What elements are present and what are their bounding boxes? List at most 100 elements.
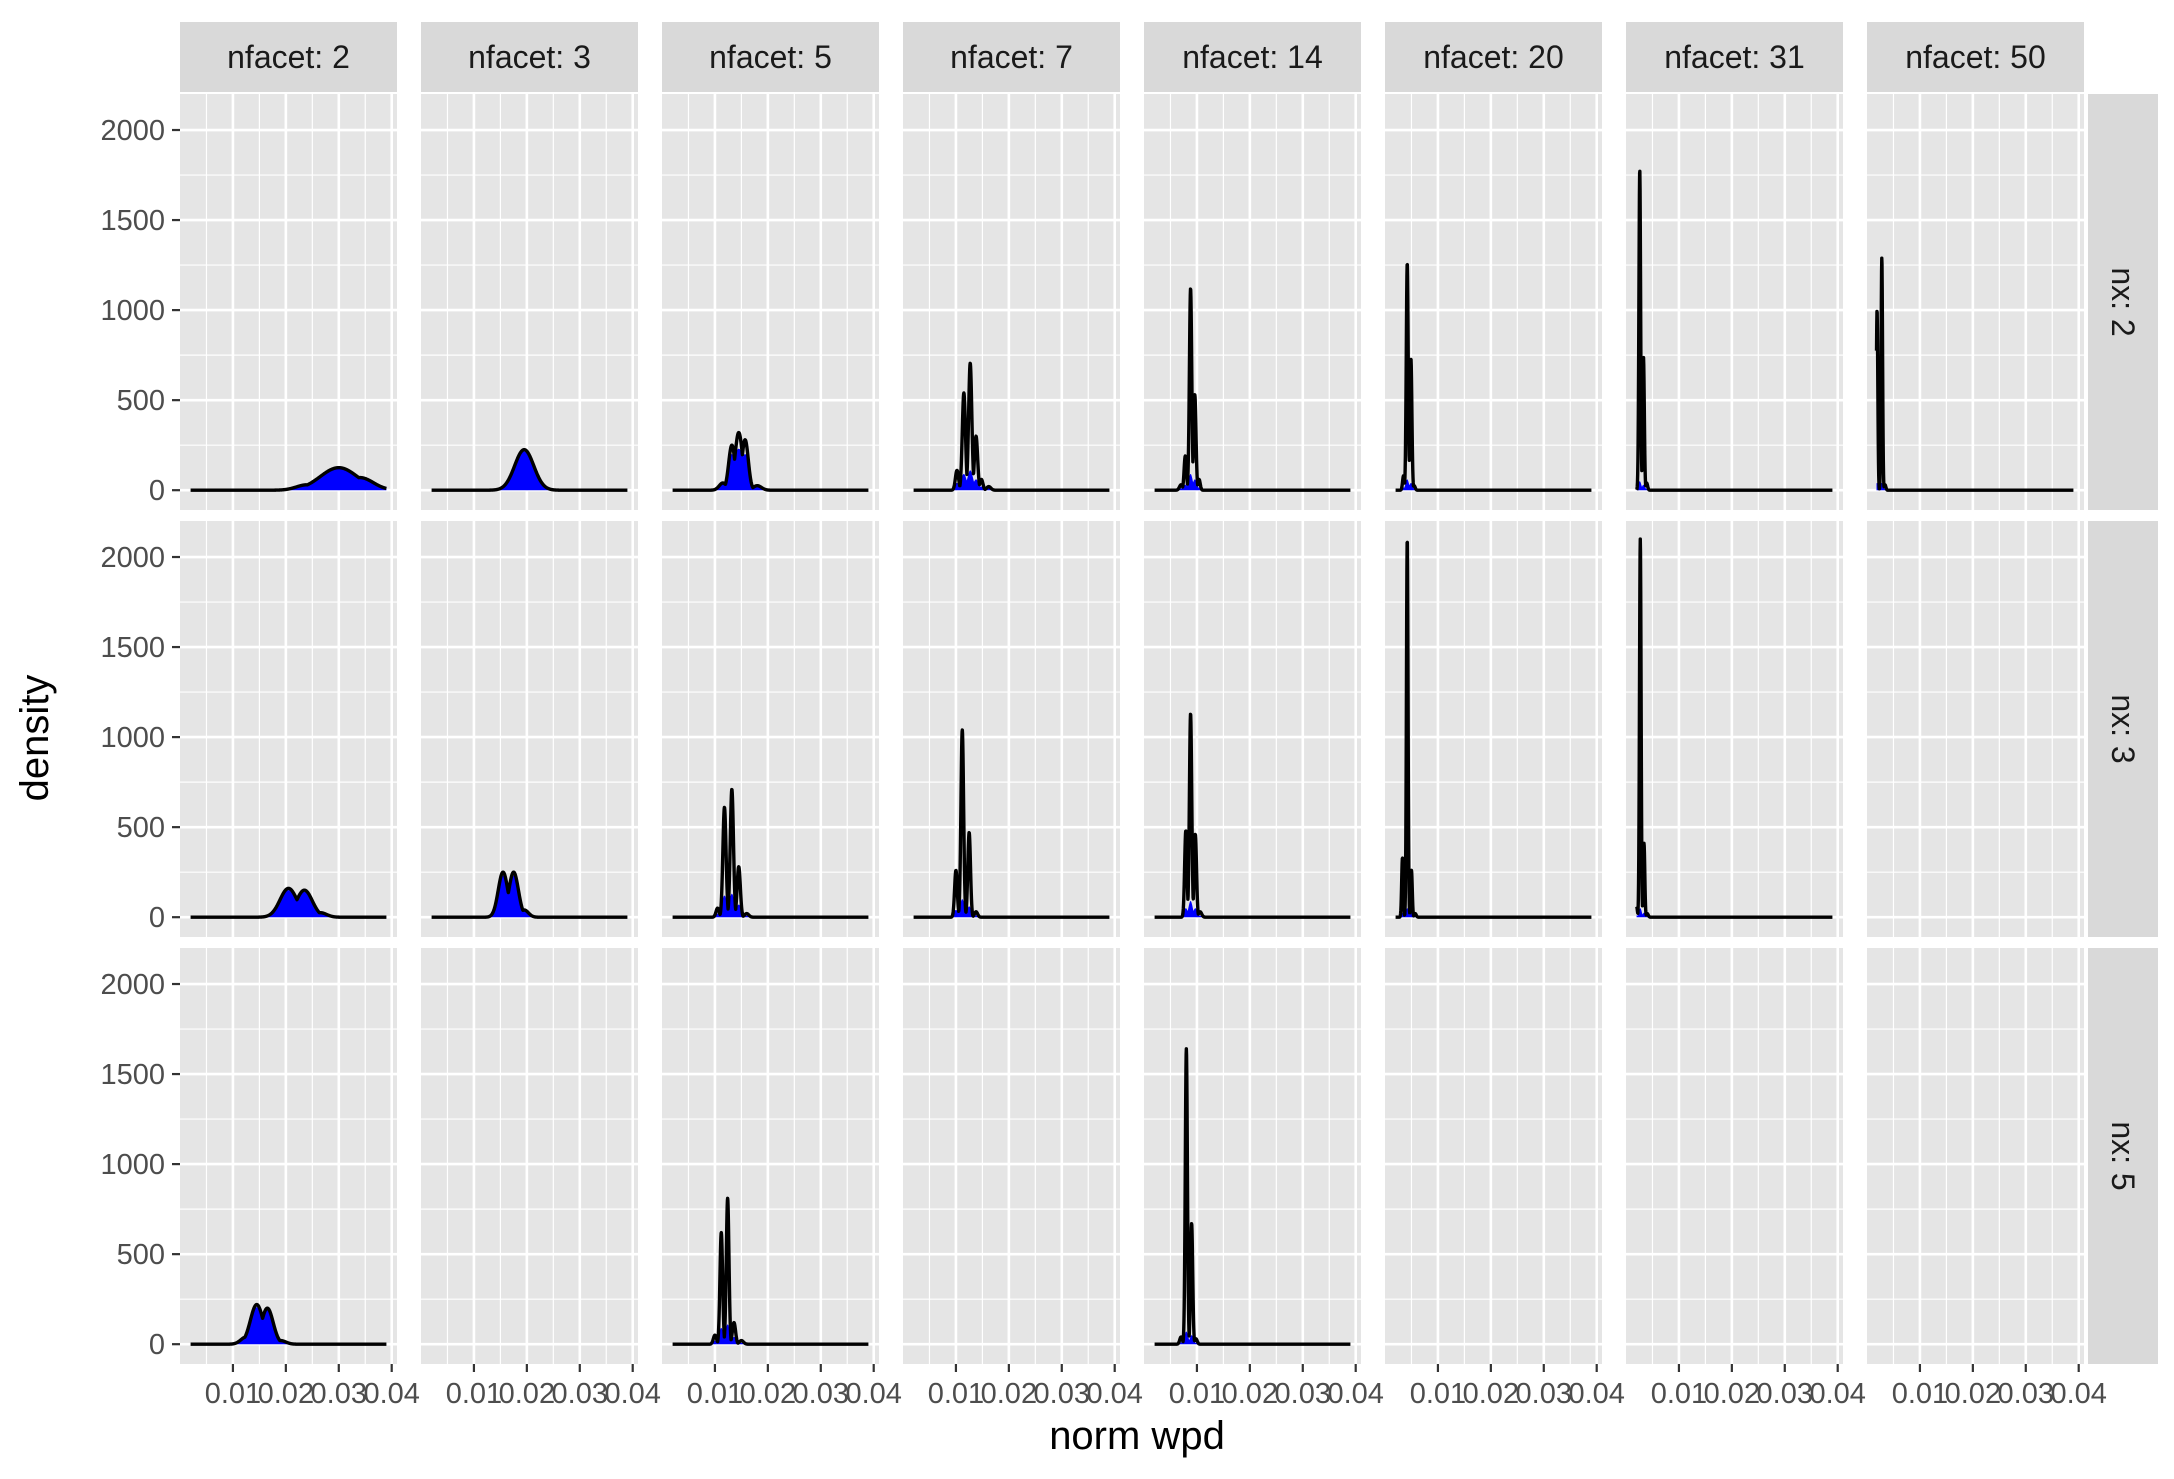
x-tick-label: 0.03 — [1034, 1378, 1090, 1410]
panel-background — [421, 521, 638, 937]
y-tick-label: 2000 — [100, 542, 165, 574]
panel-r1-c2 — [662, 521, 879, 937]
panel-r0-c1 — [421, 94, 638, 510]
panel-background — [421, 94, 638, 510]
panel-r2-c3 — [903, 948, 1120, 1364]
panel-background — [903, 521, 1120, 937]
y-tick-label: 1500 — [100, 205, 165, 237]
panel-r2-c6 — [1626, 948, 1843, 1364]
y-tick-label: 500 — [117, 1239, 165, 1271]
panel-r1-c1 — [421, 521, 638, 937]
x-tick-label: 0.01 — [928, 1378, 984, 1410]
row-strip-label: nx: 5 — [2105, 1121, 2141, 1190]
y-tick-label: 0 — [149, 1329, 165, 1361]
y-tick-label: 1000 — [100, 1149, 165, 1181]
column-strip-label: nfacet: 3 — [468, 39, 591, 75]
x-tick-label: 0.04 — [1086, 1378, 1142, 1410]
panel-background — [1867, 948, 2084, 1364]
panel-r1-c4 — [1144, 521, 1361, 937]
x-tick-label: 0.04 — [845, 1378, 901, 1410]
column-strip: nfacet: 20 — [1385, 22, 1602, 92]
column-strip: nfacet: 2 — [180, 22, 397, 92]
row-strip-label: nx: 2 — [2105, 267, 2141, 336]
x-tick-label: 0.03 — [1516, 1378, 1572, 1410]
panel-r1-c3 — [903, 521, 1120, 937]
x-tick-label: 0.02 — [1222, 1378, 1278, 1410]
y-tick-label: 2000 — [100, 969, 165, 1001]
x-tick-label: 0.04 — [604, 1378, 660, 1410]
panel-r2-c0 — [180, 948, 397, 1364]
x-tick-label: 0.03 — [1757, 1378, 1813, 1410]
panel-background — [421, 948, 638, 1364]
x-tick-label: 0.04 — [363, 1378, 419, 1410]
column-strip: nfacet: 50 — [1867, 22, 2084, 92]
x-tick-label: 0.01 — [1169, 1378, 1225, 1410]
column-strip: nfacet: 3 — [421, 22, 638, 92]
y-tick-label: 1000 — [100, 722, 165, 754]
panel-background — [1867, 521, 2084, 937]
x-tick-label: 0.04 — [1568, 1378, 1624, 1410]
panel-background — [1626, 948, 1843, 1364]
column-strip-label: nfacet: 14 — [1182, 39, 1323, 75]
panel-background — [1626, 521, 1843, 937]
panel-background — [1144, 521, 1361, 937]
panel-background — [1867, 94, 2084, 510]
panels-layer — [180, 94, 2084, 1364]
panel-r0-c3 — [903, 94, 1120, 510]
panel-r1-c6 — [1626, 521, 1843, 937]
panel-background — [1144, 94, 1361, 510]
x-tick-label: 0.01 — [205, 1378, 261, 1410]
y-tick-label: 0 — [149, 475, 165, 507]
panel-r2-c4 — [1144, 948, 1361, 1364]
panel-background — [180, 948, 397, 1364]
panel-r0-c5 — [1385, 94, 1602, 510]
x-tick-label: 0.01 — [687, 1378, 743, 1410]
panel-background — [662, 94, 879, 510]
x-tick-label: 0.03 — [311, 1378, 367, 1410]
panel-r2-c2 — [662, 948, 879, 1364]
panel-background — [903, 948, 1120, 1364]
y-tick-label: 500 — [117, 812, 165, 844]
x-tick-label: 0.02 — [1463, 1378, 1519, 1410]
column-strip-label: nfacet: 31 — [1664, 39, 1805, 75]
panel-background — [1385, 94, 1602, 510]
column-strip: nfacet: 31 — [1626, 22, 1843, 92]
y-tick-label: 1000 — [100, 295, 165, 327]
panel-background — [903, 94, 1120, 510]
x-tick-label: 0.03 — [793, 1378, 849, 1410]
x-tick-label: 0.02 — [981, 1378, 1037, 1410]
x-tick-label: 0.02 — [1704, 1378, 1760, 1410]
y-tick-label: 2000 — [100, 115, 165, 147]
y-axis-title: density — [13, 675, 57, 802]
panel-r0-c4 — [1144, 94, 1361, 510]
x-tick-label: 0.02 — [258, 1378, 314, 1410]
x-tick-label: 0.01 — [1651, 1378, 1707, 1410]
panel-background — [180, 94, 397, 510]
x-tick-label: 0.04 — [1327, 1378, 1383, 1410]
panel-r0-c7 — [1867, 94, 2084, 510]
panel-r1-c5 — [1385, 521, 1602, 937]
x-tick-label: 0.03 — [1998, 1378, 2054, 1410]
column-strip-label: nfacet: 50 — [1905, 39, 2046, 75]
x-tick-label: 0.04 — [1809, 1378, 1865, 1410]
panel-background — [1385, 521, 1602, 937]
column-strip: nfacet: 7 — [903, 22, 1120, 92]
x-tick-label: 0.03 — [1275, 1378, 1331, 1410]
column-strip-label: nfacet: 5 — [709, 39, 832, 75]
x-tick-label: 0.02 — [1945, 1378, 2001, 1410]
row-strips: nx: 2nx: 3nx: 5 — [2088, 94, 2158, 1364]
column-strip: nfacet: 5 — [662, 22, 879, 92]
column-strip-label: nfacet: 20 — [1423, 39, 1564, 75]
row-strip: nx: 2 — [2088, 94, 2158, 510]
x-tick-label: 0.02 — [740, 1378, 796, 1410]
y-tick-label: 1500 — [100, 1059, 165, 1091]
y-tick-label: 0 — [149, 902, 165, 934]
x-tick-label: 0.03 — [552, 1378, 608, 1410]
x-tick-label: 0.02 — [499, 1378, 555, 1410]
panel-r1-c0 — [180, 521, 397, 937]
panel-r2-c7 — [1867, 948, 2084, 1364]
y-axis: 0500100015002000050010001500200005001000… — [100, 115, 180, 1361]
column-strip-label: nfacet: 2 — [227, 39, 350, 75]
x-axis: 0.010.020.030.04 0.010.020.030.04 0.010.02… — [205, 1364, 2107, 1410]
